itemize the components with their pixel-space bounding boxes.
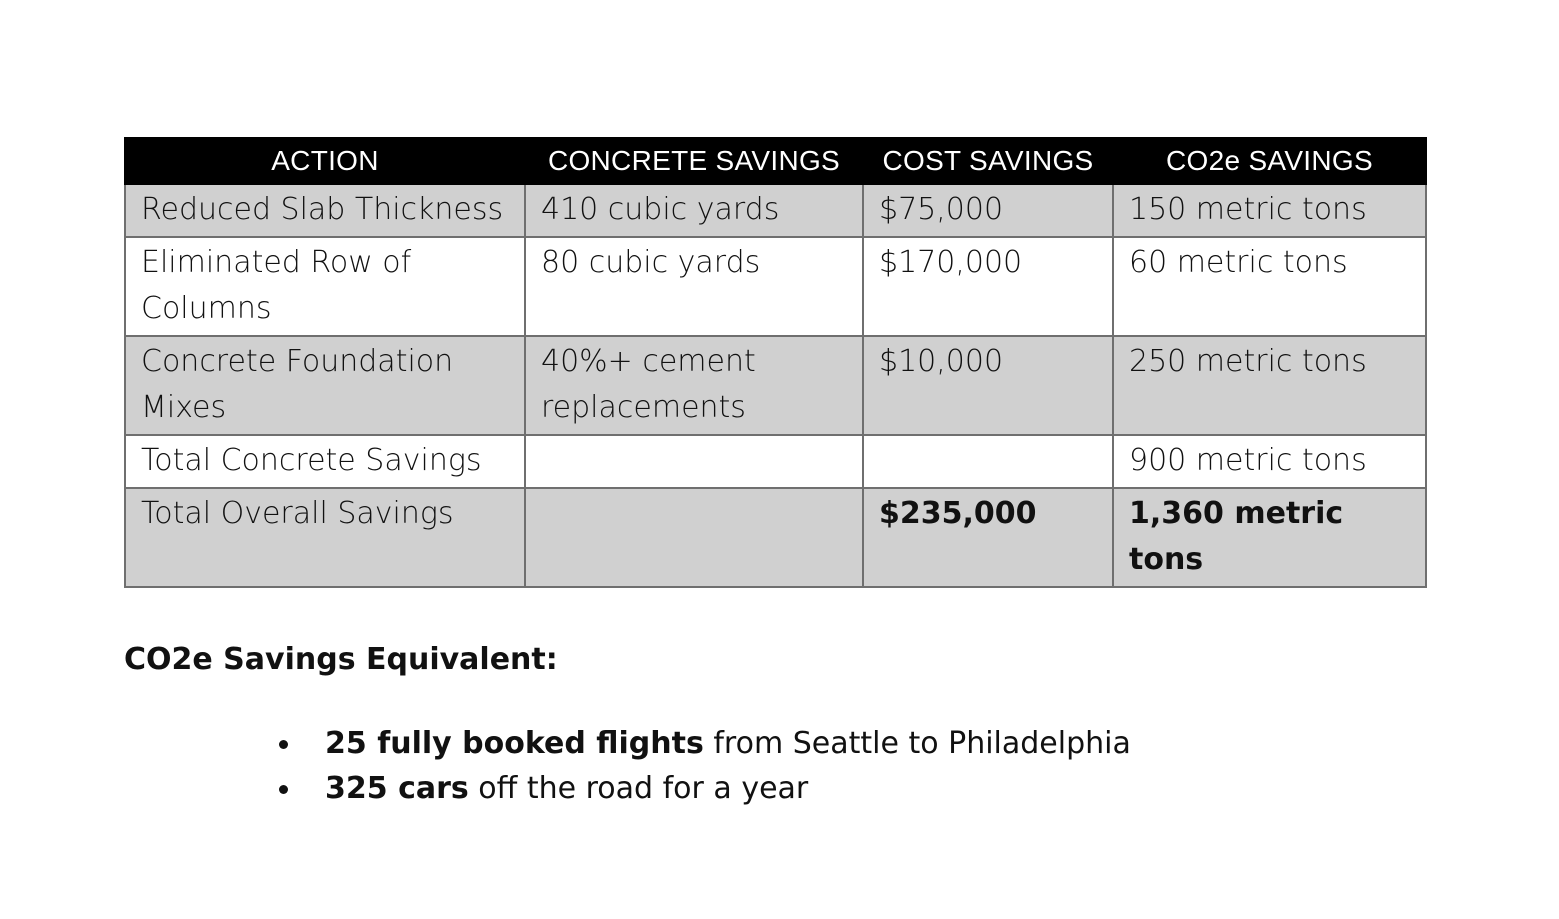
table-row: Eliminated Row of Columns 80 cubic yards… xyxy=(124,236,1427,337)
header-cost-savings: COST SAVINGS xyxy=(862,137,1114,185)
equivalent-highlight: 325 cars xyxy=(325,771,469,806)
cost-savings-cell: $170,000 xyxy=(862,236,1114,337)
total-cost-savings-cell: $235,000 xyxy=(862,487,1114,588)
table-row-total: Total Overall Savings $235,000 1,360 met… xyxy=(124,487,1427,588)
co2e-savings-cell: 150 metric tons xyxy=(1112,183,1427,238)
equivalent-list: 25 fully booked flights from Seattle to … xyxy=(262,721,1131,811)
list-item: 325 cars off the road for a year xyxy=(262,766,1131,811)
equivalent-text: from Seattle to Philadelphia xyxy=(703,726,1131,761)
action-cell: Reduced Slab Thickness xyxy=(124,183,526,238)
cost-savings-cell: $75,000 xyxy=(862,183,1114,238)
equivalent-text: off the road for a year xyxy=(468,771,809,806)
concrete-savings-cell: 410 cubic yards xyxy=(524,183,864,238)
concrete-savings-cell: 80 cubic yards xyxy=(524,236,864,337)
concrete-savings-cell xyxy=(524,487,864,588)
equivalent-heading: CO2e Savings Equivalent: xyxy=(124,642,558,677)
co2e-savings-cell: 60 metric tons xyxy=(1112,236,1427,337)
co2e-savings-cell: 250 metric tons xyxy=(1112,335,1427,436)
header-concrete-savings: CONCRETE SAVINGS xyxy=(524,137,864,185)
header-action: ACTION xyxy=(124,137,526,185)
savings-table: ACTION CONCRETE SAVINGS COST SAVINGS CO2… xyxy=(124,137,1427,588)
table-header-row: ACTION CONCRETE SAVINGS COST SAVINGS CO2… xyxy=(124,137,1427,185)
concrete-savings-cell: 40%+ cement replacements xyxy=(524,335,864,436)
cost-savings-cell xyxy=(862,434,1114,489)
action-cell: Total Concrete Savings xyxy=(124,434,526,489)
equivalent-highlight: 25 fully booked flights xyxy=(325,726,704,761)
list-item: 25 fully booked flights from Seattle to … xyxy=(262,721,1131,766)
bullet-icon xyxy=(279,740,288,749)
action-cell: Concrete Foundation Mixes xyxy=(124,335,526,436)
co2e-savings-cell: 900 metric tons xyxy=(1112,434,1427,489)
action-cell: Eliminated Row of Columns xyxy=(124,236,526,337)
bullet-icon xyxy=(279,785,288,794)
action-cell: Total Overall Savings xyxy=(124,487,526,588)
table-row: Reduced Slab Thickness 410 cubic yards $… xyxy=(124,183,1427,238)
concrete-savings-cell xyxy=(524,434,864,489)
table-row: Total Concrete Savings 900 metric tons xyxy=(124,434,1427,489)
cost-savings-cell: $10,000 xyxy=(862,335,1114,436)
total-co2e-savings-cell: 1,360 metric tons xyxy=(1112,487,1427,588)
header-co2e-savings: CO2e SAVINGS xyxy=(1112,137,1427,185)
table-row: Concrete Foundation Mixes 40%+ cement re… xyxy=(124,335,1427,436)
